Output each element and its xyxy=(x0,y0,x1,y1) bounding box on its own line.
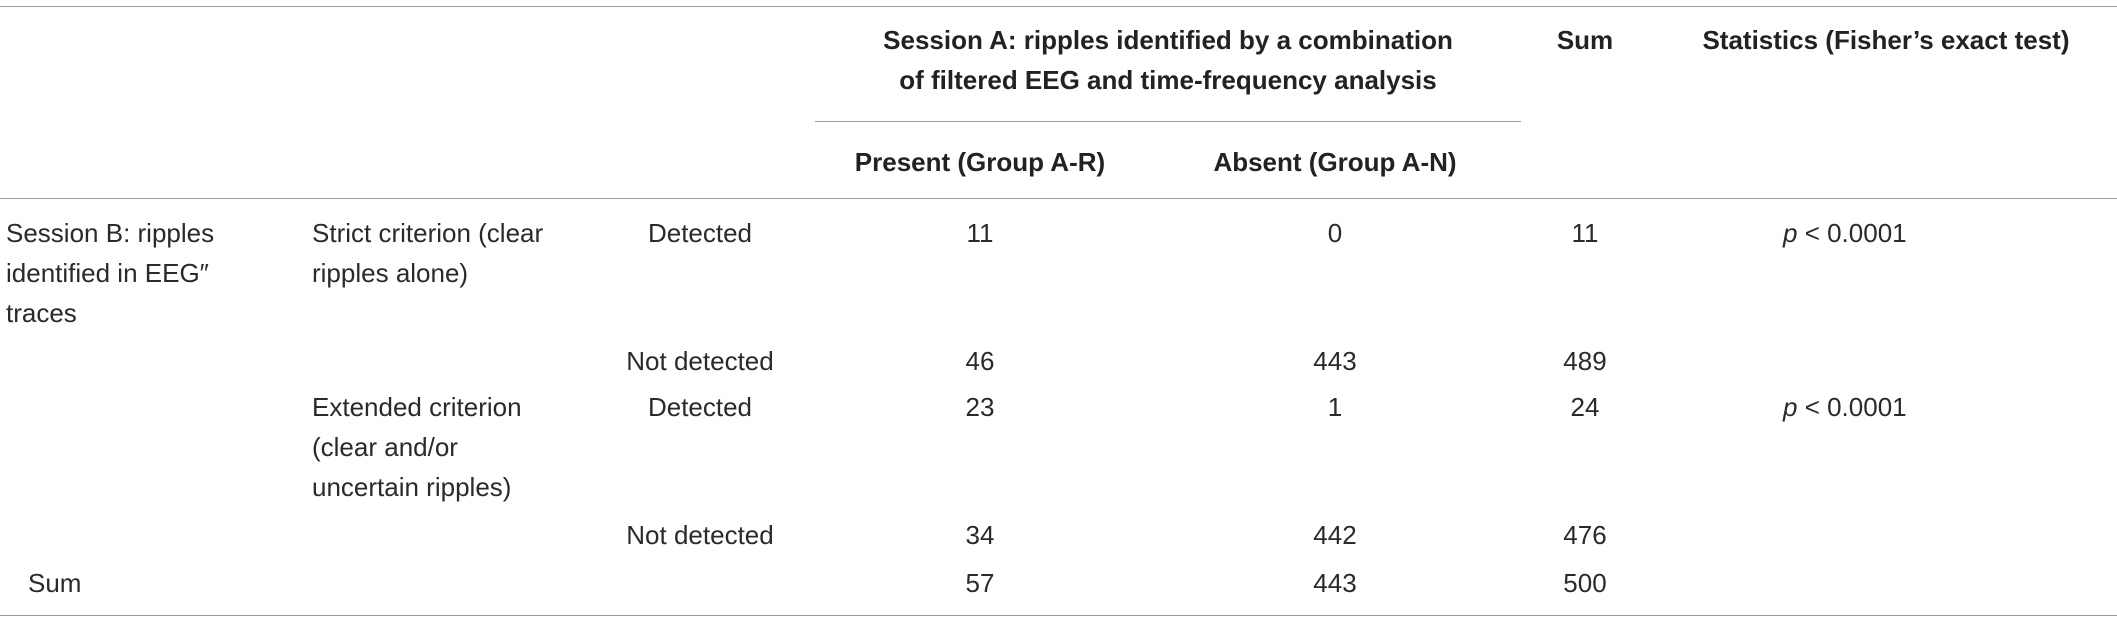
table-top-rule xyxy=(0,6,2117,7)
p-comparison: < 0.0001 xyxy=(1797,392,1907,422)
strict-criterion-line1: Strict criterion (clear xyxy=(312,218,544,248)
sum-row-label: Sum xyxy=(28,568,82,598)
extended-criterion-line1: Extended criterion xyxy=(312,392,522,422)
sum-row-total: 500 xyxy=(1563,568,1607,598)
p-comparison: < 0.0001 xyxy=(1797,218,1907,248)
session-a-header-line2: of filtered EEG and time-frequency analy… xyxy=(899,65,1437,95)
table-row-0-absent: 0 xyxy=(1327,218,1343,248)
table-bottom-rule xyxy=(0,615,2117,616)
table-row-3-absent: 442 xyxy=(1313,520,1357,550)
table-row-2-present: 23 xyxy=(965,392,995,422)
sum-column-header: Sum xyxy=(1556,25,1614,55)
table-row-1-sum: 489 xyxy=(1563,346,1607,376)
p-symbol: p xyxy=(1783,392,1798,422)
session-b-label-line2: identified in EEG″ xyxy=(6,258,209,288)
table-row-0-sum: 11 xyxy=(1571,218,1599,248)
p-symbol: p xyxy=(1783,218,1798,248)
table-row-2-sum: 24 xyxy=(1570,392,1600,422)
sum-row-absent: 443 xyxy=(1313,568,1357,598)
header-bottom-rule xyxy=(0,198,2117,199)
strict-criterion-line2: ripples alone) xyxy=(312,258,469,288)
sum-row-present: 57 xyxy=(965,568,995,598)
table-row-0-label: Detected xyxy=(647,218,753,248)
table-row-0-p-value: p < 0.0001 xyxy=(1783,213,1907,253)
table-row-2-absent: 1 xyxy=(1327,392,1343,422)
table-row-2-label: Detected xyxy=(647,392,753,422)
table-row-1-absent: 443 xyxy=(1313,346,1357,376)
statistics-column-header: Statistics (Fisher’s exact test) xyxy=(1702,25,2070,55)
session-a-header-line1: Session A: ripples identified by a combi… xyxy=(883,25,1453,55)
extended-criterion-line2: (clear and/or xyxy=(312,432,458,462)
table-row-1-label: Not detected xyxy=(626,346,774,376)
absent-column-header: Absent (Group A-N) xyxy=(1213,147,1457,177)
table-row-1-present: 46 xyxy=(965,346,995,376)
session-b-label-line1: Session B: ripples xyxy=(6,218,215,248)
present-column-header: Present (Group A-R) xyxy=(854,147,1106,177)
session-a-span-rule xyxy=(815,121,1521,122)
table-row-3-sum: 476 xyxy=(1563,520,1607,550)
extended-criterion-line3: uncertain ripples) xyxy=(312,472,512,502)
table-row-3-label: Not detected xyxy=(626,520,774,550)
session-b-label-line3: traces xyxy=(6,298,77,328)
table-row-2-p-value: p < 0.0001 xyxy=(1783,387,1907,427)
table-row-0-present: 11 xyxy=(966,218,994,248)
table-row-3-present: 34 xyxy=(965,520,995,550)
